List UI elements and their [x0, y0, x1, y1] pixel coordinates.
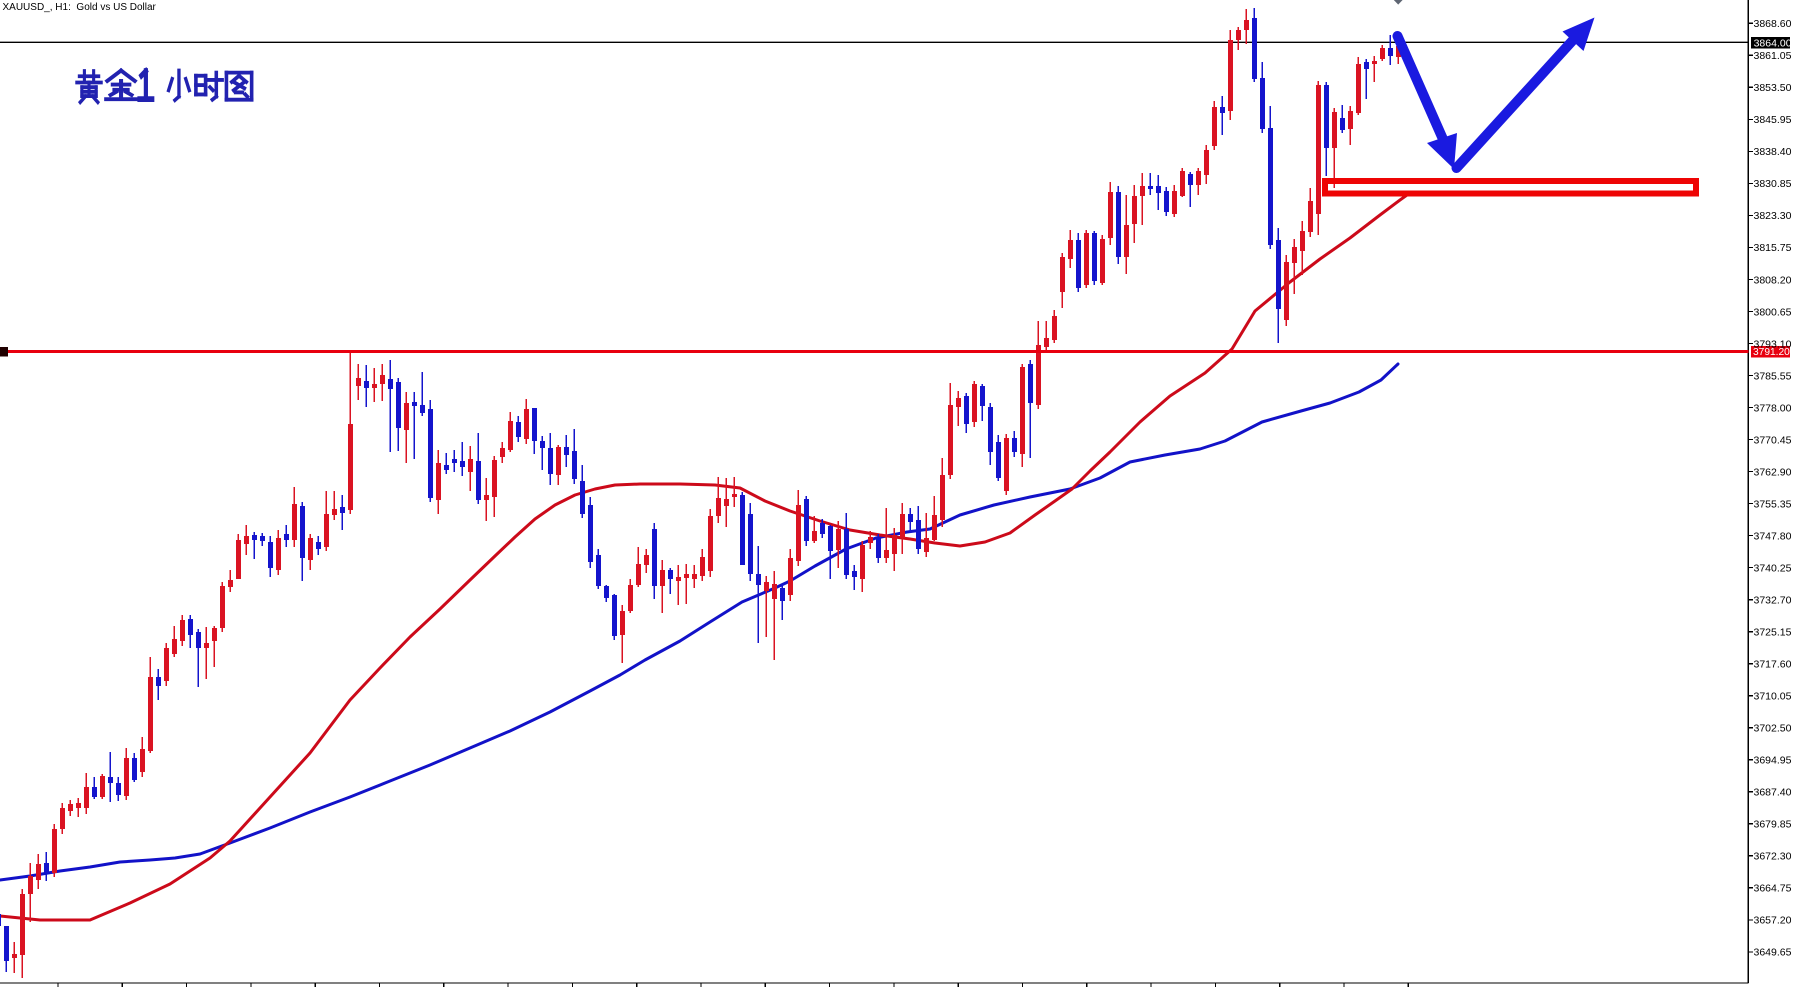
- svg-text:3864.00: 3864.00: [1754, 37, 1792, 49]
- svg-text:3649.65: 3649.65: [1754, 947, 1792, 959]
- svg-text:3830.85: 3830.85: [1754, 178, 1792, 190]
- svg-text:3672.30: 3672.30: [1754, 851, 1792, 863]
- svg-text:3687.40: 3687.40: [1754, 787, 1792, 799]
- svg-text:3778.00: 3778.00: [1754, 402, 1792, 414]
- svg-text:3732.70: 3732.70: [1754, 595, 1792, 607]
- svg-text:3808.20: 3808.20: [1754, 274, 1792, 286]
- svg-text:3838.40: 3838.40: [1754, 146, 1792, 158]
- svg-text:3800.65: 3800.65: [1754, 306, 1792, 318]
- svg-text:3694.95: 3694.95: [1754, 755, 1792, 767]
- svg-text:3755.35: 3755.35: [1754, 498, 1792, 510]
- svg-text:3740.25: 3740.25: [1754, 562, 1792, 574]
- svg-text:3679.85: 3679.85: [1754, 819, 1792, 831]
- svg-text:3702.50: 3702.50: [1754, 723, 1792, 735]
- svg-text:3861.05: 3861.05: [1754, 50, 1792, 62]
- svg-text:3868.60: 3868.60: [1754, 18, 1792, 30]
- svg-text:3791.20: 3791.20: [1753, 347, 1790, 358]
- svg-text:3725.15: 3725.15: [1754, 627, 1792, 639]
- svg-text:3664.75: 3664.75: [1754, 883, 1792, 895]
- svg-text:3747.80: 3747.80: [1754, 530, 1792, 542]
- svg-text:3762.90: 3762.90: [1754, 466, 1792, 478]
- svg-text:3853.50: 3853.50: [1754, 82, 1792, 94]
- svg-text:XAUUSD_, H1: Gold vs US Dolla: XAUUSD_, H1: Gold vs US Dollar: [3, 2, 157, 13]
- svg-text:3657.20: 3657.20: [1754, 915, 1792, 927]
- svg-text:3793.10: 3793.10: [1754, 338, 1792, 350]
- svg-text:3710.05: 3710.05: [1754, 691, 1792, 703]
- svg-text:3815.75: 3815.75: [1754, 242, 1792, 254]
- svg-text:3717.60: 3717.60: [1754, 659, 1792, 671]
- svg-text:3785.55: 3785.55: [1754, 370, 1792, 382]
- svg-text:3823.30: 3823.30: [1754, 210, 1792, 222]
- svg-text:3845.95: 3845.95: [1754, 114, 1792, 126]
- svg-text:3770.45: 3770.45: [1754, 434, 1792, 446]
